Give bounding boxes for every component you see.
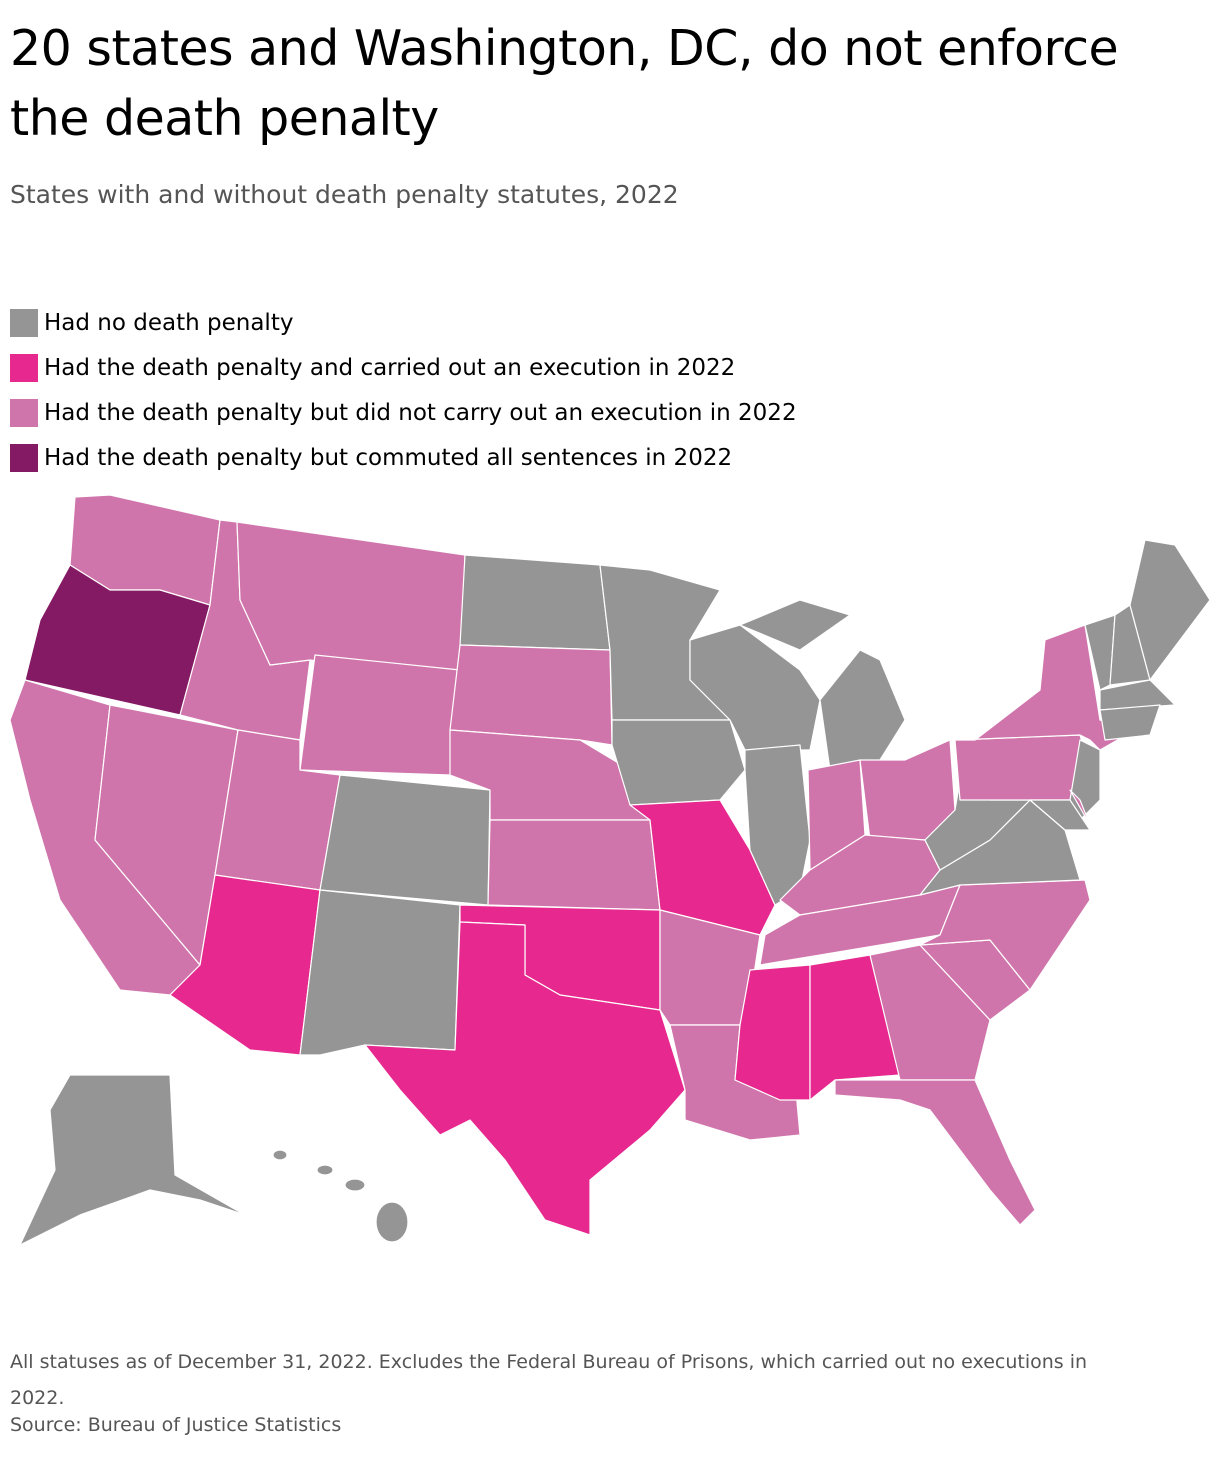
state-shape <box>344 1178 366 1192</box>
us-map <box>9 494 1211 1246</box>
legend-label: Had the death penalty and carried out an… <box>44 354 736 381</box>
state-shape <box>449 644 613 746</box>
state-shape <box>629 799 776 936</box>
legend-label: Had the death penalty but commuted all s… <box>44 444 733 471</box>
state-shape <box>834 1079 1036 1226</box>
state-shape <box>611 719 746 806</box>
footnote: All statuses as of December 31, 2022. Ex… <box>10 1351 1088 1409</box>
legend-swatch <box>10 398 38 427</box>
state-shape <box>819 649 906 771</box>
state-shape <box>272 1149 288 1161</box>
source: Source: Bureau of Justice Statistics <box>10 1414 342 1436</box>
state-shape <box>316 1164 334 1176</box>
state-shape <box>739 599 851 651</box>
legend-item: Had the death penalty and carried out an… <box>10 345 797 390</box>
state-shape <box>299 889 461 1056</box>
subtitle: States with and without death penalty st… <box>10 180 679 209</box>
state-shape <box>809 954 901 1101</box>
legend-label: Had no death penalty <box>44 309 294 336</box>
legend-item: Had the death penalty but did not carry … <box>10 390 797 435</box>
state-shape <box>375 1201 409 1243</box>
legend-item: Had no death penalty <box>10 300 797 345</box>
legend-item: Had the death penalty but commuted all s… <box>10 435 797 480</box>
state-shape <box>299 654 461 776</box>
state-shape <box>19 1074 246 1246</box>
state-shape <box>869 944 991 1081</box>
state-shape <box>1029 799 1091 831</box>
state-shape <box>1069 789 1091 826</box>
states <box>9 494 1211 1246</box>
state-shape <box>364 921 686 1236</box>
state-shape <box>689 624 821 751</box>
state-shape <box>1129 539 1211 681</box>
legend: Had no death penalty Had the death penalt… <box>10 300 797 480</box>
state-shape <box>459 554 611 651</box>
legend-swatch <box>10 443 38 472</box>
legend-swatch <box>10 308 38 337</box>
state-shape <box>1099 704 1161 741</box>
legend-swatch <box>10 353 38 382</box>
state-shape <box>236 521 466 681</box>
legend-label: Had the death penalty but did not carry … <box>44 399 797 426</box>
state-shape <box>487 819 661 911</box>
state-shape <box>319 774 491 906</box>
title: 20 states and Washington, DC, do not enf… <box>10 20 1119 147</box>
state-shape <box>1099 679 1176 711</box>
